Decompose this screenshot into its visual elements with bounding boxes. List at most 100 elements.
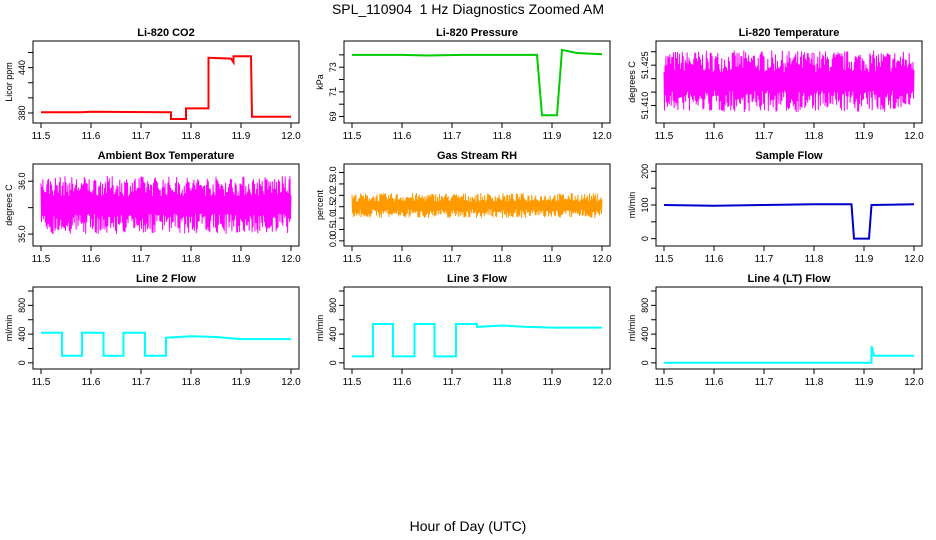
y-tick-label: 3.0 — [328, 166, 338, 179]
y-tick-label: 2.5 — [328, 178, 338, 191]
plot-frame — [343, 163, 611, 247]
x-tick-label: 11.6 — [82, 254, 101, 265]
y-axis-label: ml/min — [4, 315, 14, 342]
panel-gas-stream-rh: Gas Stream RH 11.5 11.6 11.7 11.8 11.9 12.0 0.0… — [315, 150, 612, 265]
x-tick-label: 12.0 — [904, 254, 924, 265]
y-tick-label: 0 — [640, 360, 650, 365]
x-tick-label: 11.8 — [493, 131, 512, 142]
panel-title: Li-820 CO2 — [137, 27, 194, 39]
y-tick-label: 0 — [17, 360, 27, 365]
series-line — [41, 55, 291, 120]
y-axis-label: kPa — [315, 74, 325, 90]
x-tick-label: 11.8 — [493, 377, 512, 388]
y-tick-label: 2.0 — [328, 189, 338, 202]
x-tick-label: 11.7 — [132, 377, 151, 388]
x-tick-label: 12.0 — [904, 377, 924, 388]
y-axis-label: degrees C — [627, 61, 637, 103]
x-tick-label: 11.5 — [655, 131, 674, 142]
x-tick-label: 11.5 — [655, 377, 674, 388]
x-tick-label: 11.9 — [543, 377, 562, 388]
y-tick-label: 800 — [328, 298, 338, 313]
x-tick-label: 11.6 — [393, 254, 412, 265]
x-axis-caption: Hour of Day (UTC) — [409, 518, 527, 534]
y-tick-label: 0.0 — [328, 235, 338, 248]
x-tick-label: 11.6 — [82, 131, 101, 142]
y-tick-label: 800 — [640, 298, 650, 313]
plot-frame — [32, 286, 300, 370]
y-tick-label: 380 — [17, 105, 27, 120]
panel-ambient-box-temperature: Ambient Box Temperature 11.5 11.6 11.7 11.8 1… — [4, 150, 301, 265]
x-tick-label: 11.6 — [393, 377, 412, 388]
panel-title: Gas Stream RH — [437, 150, 517, 162]
x-tick-label: 11.8 — [805, 377, 824, 388]
panel-title: Line 4 (LT) Flow — [748, 273, 831, 285]
y-tick-label: 440 — [17, 60, 27, 75]
x-tick-label: 12.0 — [592, 131, 612, 142]
x-tick-label: 11.7 — [755, 377, 774, 388]
y-tick-label: 69 — [328, 112, 338, 122]
x-tick-label: 11.6 — [393, 131, 412, 142]
plot-frame — [655, 286, 923, 370]
y-axis-label: percent — [315, 189, 325, 220]
y-tick-label: 1.0 — [328, 212, 338, 225]
x-tick-label: 11.5 — [32, 254, 51, 265]
y-tick-label: 51.425 — [640, 51, 650, 79]
y-axis-label: ml/min — [627, 315, 637, 342]
panel-title: Line 3 Flow — [447, 273, 507, 285]
series-line — [41, 331, 291, 357]
x-tick-label: 11.8 — [805, 254, 824, 265]
panel-line-3-flow: Line 3 Flow 11.5 11.6 11.7 11.8 11.9 12.0 0 400 8… — [315, 273, 612, 388]
series-line — [351, 192, 603, 219]
x-tick-label: 11.8 — [182, 131, 201, 142]
y-tick-label: 73 — [328, 62, 338, 72]
series-line — [352, 323, 602, 358]
panel-li-820-co2: Li-820 CO2 11.5 11.6 11.7 11.8 11.9 12.0 380 440… — [4, 27, 301, 142]
y-tick-label: 800 — [17, 298, 27, 313]
x-tick-label: 11.9 — [543, 254, 562, 265]
x-tick-label: 12.0 — [904, 131, 924, 142]
x-tick-label: 11.6 — [82, 377, 101, 388]
y-axis-label: ml/min — [627, 192, 637, 219]
x-tick-label: 11.5 — [343, 377, 362, 388]
series-line — [663, 203, 915, 240]
x-tick-label: 12.0 — [592, 254, 612, 265]
panel-sample-flow: Sample Flow 11.5 11.6 11.7 11.8 11.9 12.0 0 100 2… — [627, 150, 924, 265]
x-tick-label: 12.0 — [281, 377, 301, 388]
plot-frame — [32, 40, 300, 124]
x-tick-label: 11.7 — [443, 377, 462, 388]
x-tick-label: 11.8 — [805, 131, 824, 142]
panel-line-2-flow: Line 2 Flow 11.5 11.6 11.7 11.8 11.9 12.0 0 400 8… — [4, 273, 301, 388]
x-tick-label: 11.9 — [855, 254, 874, 265]
panel-title: Li-820 Pressure — [436, 27, 518, 39]
plot-frame — [32, 163, 300, 247]
y-tick-label: 1.5 — [328, 200, 338, 213]
series-line — [352, 48, 603, 117]
x-tick-label: 11.8 — [182, 377, 201, 388]
x-tick-label: 11.7 — [132, 131, 151, 142]
x-tick-label: 11.6 — [705, 377, 724, 388]
x-tick-label: 12.0 — [281, 254, 301, 265]
x-tick-label: 12.0 — [281, 131, 301, 142]
y-tick-label: 35.0 — [17, 225, 27, 243]
series-line — [663, 50, 915, 113]
y-tick-label: 100 — [640, 197, 650, 212]
x-tick-label: 11.9 — [232, 131, 251, 142]
y-tick-label: 400 — [17, 327, 27, 342]
y-tick-label: 0 — [328, 360, 338, 365]
y-axis-label: degrees C — [4, 184, 14, 226]
series-line — [40, 175, 292, 235]
x-tick-label: 11.5 — [32, 377, 51, 388]
x-tick-label: 11.6 — [705, 131, 724, 142]
y-tick-label: 400 — [640, 327, 650, 342]
plot-frame — [343, 40, 611, 124]
y-tick-label: 0.5 — [328, 223, 338, 236]
panel-li-820-pressure: Li-820 Pressure 11.5 11.6 11.7 11.8 11.9 12.0 6… — [315, 27, 612, 142]
series-line — [664, 346, 914, 364]
x-tick-label: 11.7 — [443, 254, 462, 265]
panel-li-820-temperature: Li-820 Temperature 11.5 11.6 11.7 11.8 11.9 12… — [627, 27, 924, 142]
panel-title: Ambient Box Temperature — [98, 150, 235, 162]
y-tick-label: 0 — [640, 236, 650, 241]
x-tick-label: 11.9 — [232, 377, 251, 388]
